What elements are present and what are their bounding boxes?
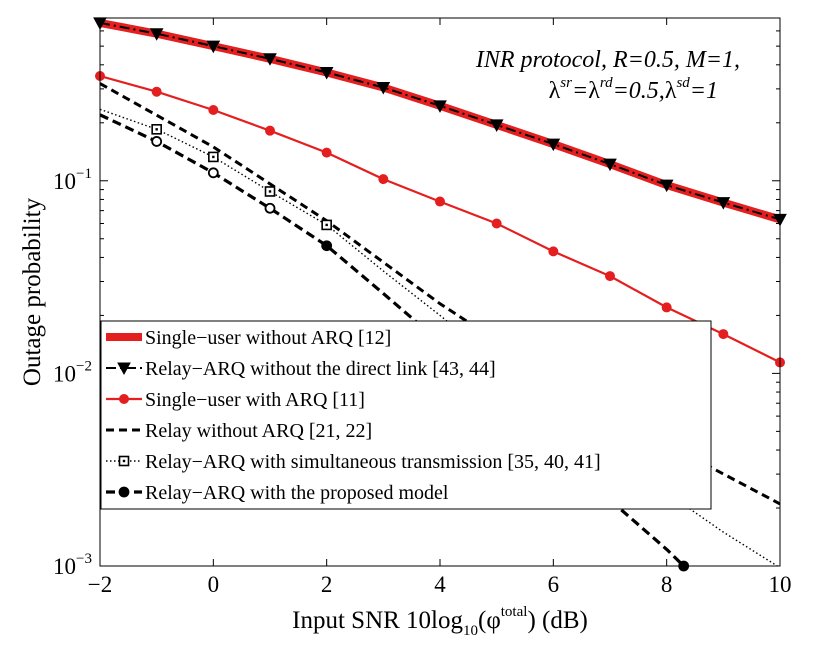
legend-label-0: Single−user without ARQ [12] bbox=[145, 327, 391, 349]
series-1-point bbox=[263, 53, 277, 66]
legend-label-1: Relay−ARQ without the direct link [43, 4… bbox=[145, 358, 496, 380]
series-2-point bbox=[718, 329, 729, 340]
series-5-point bbox=[207, 167, 219, 179]
legend-marker-4 bbox=[118, 455, 130, 467]
series-4-point bbox=[264, 186, 276, 197]
series-4-point bbox=[321, 219, 332, 231]
y-tick-label: 10−1 bbox=[53, 166, 92, 194]
legend-label-4: Relay−ARQ with simultaneous transmission… bbox=[145, 451, 601, 473]
x-axis-title: Input SNR 10log10(φtotal) (dB) bbox=[292, 604, 588, 639]
series-2-point bbox=[265, 125, 275, 136]
series-1-point bbox=[376, 81, 391, 95]
series-1-point bbox=[716, 197, 731, 210]
legend-label-2: Single−user with ARQ [11] bbox=[145, 389, 365, 411]
tick-layer: −2 0 2 4 6 8 10 10−1 10−2 10−3 bbox=[53, 18, 792, 597]
annotation-line-2: λsr=λrd=0.5,λsd=1 bbox=[549, 75, 718, 104]
legend-box bbox=[100, 320, 712, 510]
series-5-point bbox=[151, 136, 163, 147]
series-2-point bbox=[435, 196, 445, 207]
series-2-point bbox=[208, 105, 219, 116]
series-4-point bbox=[151, 124, 162, 135]
series-1-point bbox=[546, 138, 561, 152]
series-2-point bbox=[605, 271, 615, 282]
series-1-point bbox=[319, 66, 334, 80]
series-4-point-dot bbox=[212, 155, 215, 159]
legend-marker-5 bbox=[118, 486, 130, 498]
series-2-point bbox=[378, 174, 389, 185]
series-5-point bbox=[264, 202, 276, 214]
series-1-point bbox=[433, 100, 447, 113]
series-2-point bbox=[661, 302, 672, 313]
series-2-point bbox=[548, 246, 559, 257]
marker-layer bbox=[93, 17, 787, 572]
series-4-point bbox=[208, 151, 219, 163]
series-5-point bbox=[321, 240, 333, 252]
series-1-point bbox=[659, 179, 674, 193]
legend-label-3: Relay without ARQ [21, 22] bbox=[145, 420, 372, 442]
x-tick-label: 10 bbox=[769, 572, 792, 597]
legend-label-5: Relay−ARQ with the proposed model bbox=[145, 482, 449, 504]
legend-marker-2 bbox=[119, 394, 129, 404]
y-axis-title: Outage probability bbox=[19, 197, 46, 386]
x-tick-label: 2 bbox=[321, 572, 333, 597]
series-4-point-dot bbox=[325, 223, 328, 227]
annotation-line-1: INR protocol, R=0.5, M=1, bbox=[475, 47, 740, 73]
series-1-point bbox=[603, 158, 617, 172]
x-tick-label: 8 bbox=[661, 572, 673, 597]
y-tick-label: 10−3 bbox=[53, 551, 92, 579]
legend-marker-4-dot bbox=[122, 459, 126, 463]
series-1-point bbox=[206, 40, 221, 54]
annotation: INR protocol, R=0.5, M=1, λsr=λrd=0.5,λs… bbox=[475, 47, 740, 104]
x-tick-label: −2 bbox=[88, 572, 112, 597]
series-5-line bbox=[100, 113, 685, 566]
series-2-point bbox=[151, 86, 162, 97]
x-tick-label: 0 bbox=[208, 572, 220, 597]
series-4-point-dot bbox=[155, 128, 158, 131]
legend-marker-1 bbox=[117, 362, 131, 376]
legend: Single−user without ARQ [12] Relay−ARQ wi… bbox=[100, 320, 712, 510]
series-2-point bbox=[321, 147, 332, 158]
series-3-line bbox=[100, 82, 780, 506]
y-tick-label: 10−2 bbox=[53, 358, 92, 386]
series-1-point bbox=[489, 119, 504, 132]
x-tick-label: 4 bbox=[434, 572, 446, 597]
series-1-point bbox=[149, 28, 164, 41]
x-tick-label: 6 bbox=[548, 572, 560, 597]
series-2-point bbox=[491, 218, 502, 229]
series-4-point-dot bbox=[268, 190, 272, 193]
